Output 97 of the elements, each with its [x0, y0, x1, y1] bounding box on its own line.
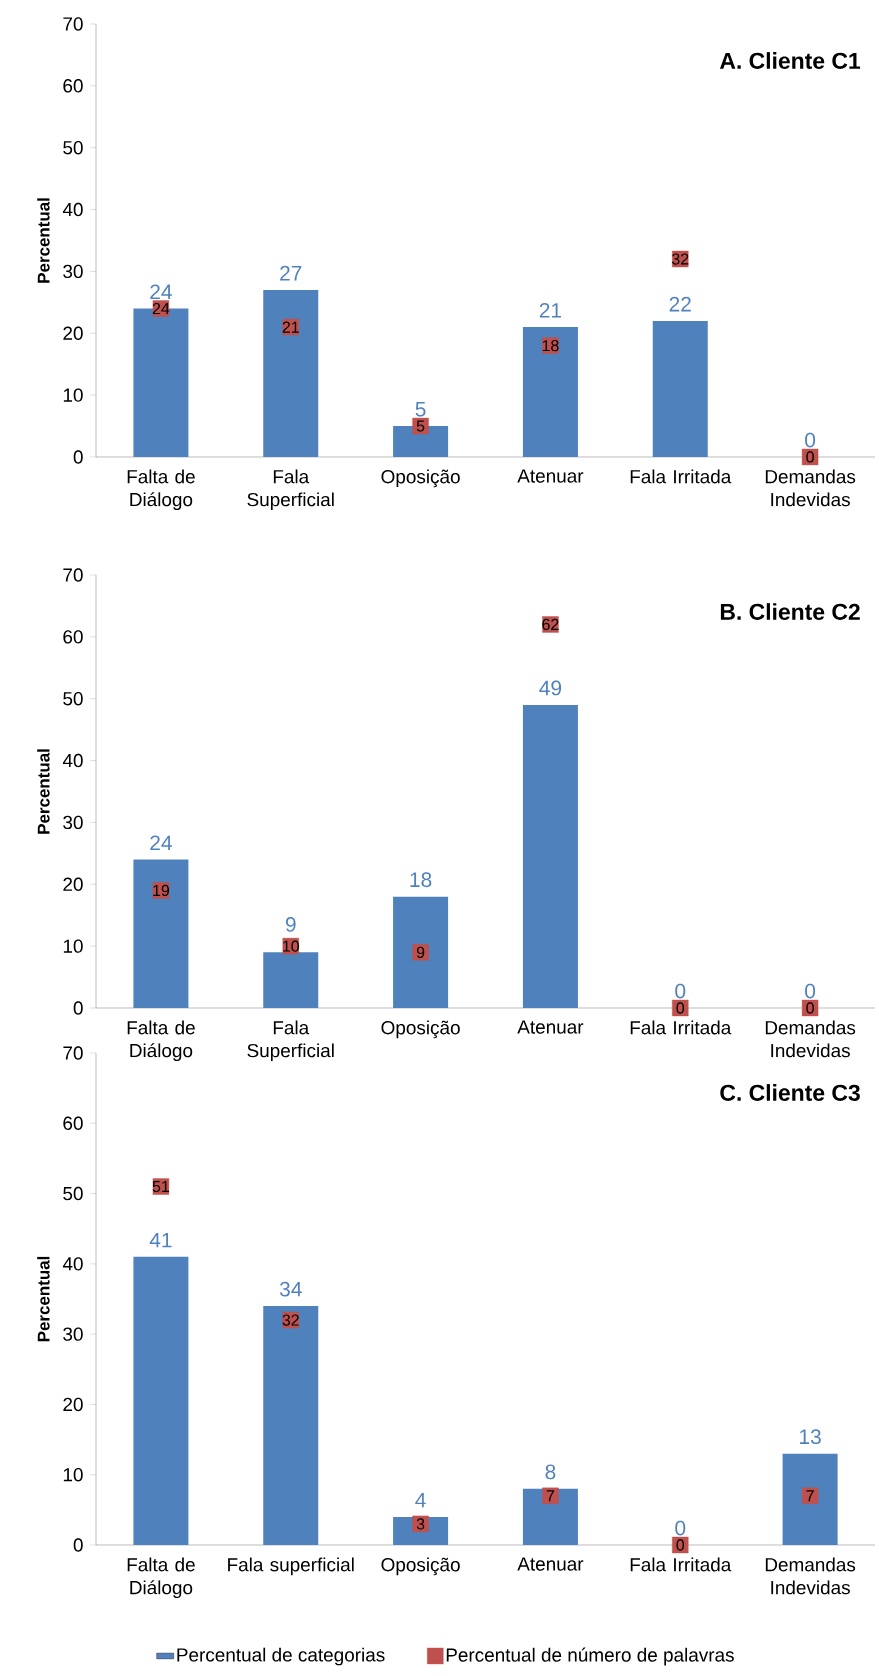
bar: [263, 1306, 319, 1545]
data-label: 5: [415, 401, 426, 417]
x-tick-label: Demandas Indevidas: [765, 469, 856, 507]
data-label: 8: [545, 1464, 556, 1480]
data-label: 4: [415, 1492, 426, 1508]
data-label: 32: [282, 1314, 299, 1326]
data-label: 18: [410, 872, 432, 888]
data-label: 0: [676, 1002, 685, 1014]
y-tick-label: 0: [73, 1001, 83, 1015]
legend-label: Percentual de categorias: [177, 1647, 385, 1666]
y-tick-label: 50: [63, 1186, 83, 1201]
x-tick-label: Atenuar: [517, 1557, 584, 1571]
data-label: 19: [153, 884, 170, 897]
y-tick-label: 20: [63, 326, 83, 340]
y-tick-label: 10: [63, 388, 83, 402]
y-tick-label: 10: [63, 939, 83, 953]
x-tick-label: Fala Superficial: [247, 469, 334, 511]
data-label: 0: [805, 432, 816, 448]
bar: [522, 1488, 578, 1545]
x-tick-label: Atenuar: [517, 1020, 584, 1034]
data-label: 0: [806, 451, 814, 463]
data-label: 24: [152, 302, 170, 315]
bar: [263, 952, 319, 1008]
y-tick-label: 50: [63, 140, 83, 155]
y-tick-label: 0: [73, 450, 83, 464]
x-tick-label: Oposição: [381, 469, 460, 488]
data-label: 9: [285, 916, 296, 932]
data-label: 21: [539, 302, 562, 318]
y-tick-label: 70: [63, 1046, 83, 1060]
x-tick-label: Falta de Diálogo: [127, 469, 195, 511]
y-tick-label: 20: [63, 877, 83, 891]
y-tick-label: 30: [63, 815, 83, 830]
y-tick-label: 40: [62, 1257, 83, 1271]
y-tick-label: 10: [63, 1468, 83, 1482]
data-label: 22: [669, 296, 691, 312]
bar: [133, 1256, 189, 1545]
bar: [133, 859, 189, 1008]
data-label: 7: [806, 1490, 814, 1502]
bar: [782, 1453, 838, 1545]
data-label: 24: [150, 835, 172, 851]
data-label: 7: [546, 1490, 555, 1502]
bar: [652, 320, 708, 457]
data-label: 21: [282, 321, 299, 333]
x-tick-label: Fala superficial: [228, 1557, 354, 1576]
y-tick-label: 30: [63, 1327, 83, 1341]
data-label: 10: [283, 940, 299, 952]
y-tick-label: 70: [63, 568, 83, 582]
data-label: 49: [539, 680, 562, 696]
x-tick-label: Oposição: [381, 1020, 460, 1039]
y-tick-label: 60: [63, 630, 83, 644]
text: A. Cliente C1: [719, 52, 861, 69]
data-label: 0: [675, 1520, 686, 1536]
x-tick-label: Demandas Indevidas: [765, 1557, 856, 1595]
y-tick-label: 70: [63, 17, 83, 31]
data-label: 0: [805, 983, 816, 999]
data-label: 0: [676, 1539, 685, 1551]
data-label: 24: [150, 284, 172, 299]
bar: [263, 289, 319, 457]
y-tick-label: 20: [63, 1397, 83, 1412]
x-tick-label: Demandas Indevidas: [765, 1020, 856, 1058]
x-tick-label: Fala Superficial: [247, 1020, 334, 1062]
x-tick-label: Falta de Diálogo: [127, 1020, 195, 1062]
data-label: 13: [800, 1429, 821, 1445]
data-label: 62: [542, 618, 559, 631]
y-axis-title: Percentual: [37, 749, 50, 834]
y-tick-label: 50: [63, 691, 83, 706]
text: B. Cliente C2: [720, 603, 860, 620]
text: C. Cliente C3: [720, 1084, 860, 1101]
y-axis-title: Percentual: [37, 198, 50, 283]
x-tick-label: Falta de Diálogo: [127, 1557, 195, 1599]
data-label: 27: [280, 265, 302, 281]
y-tick-label: 40: [62, 753, 83, 768]
data-label: 51: [152, 1180, 169, 1193]
y-tick-label: 0: [73, 1538, 83, 1552]
y-axis-title: Percentual: [37, 1256, 50, 1342]
y-tick-label: 40: [62, 202, 83, 217]
data-label: 0: [806, 1002, 814, 1014]
data-label: 5: [416, 420, 425, 432]
bar: [522, 327, 578, 457]
y-tick-label: 60: [63, 79, 83, 93]
data-label: 34: [279, 1281, 302, 1297]
y-tick-label: 60: [63, 1116, 83, 1130]
x-tick-label: Fala Irritada: [630, 1020, 732, 1035]
y-tick-label: 30: [63, 264, 83, 279]
data-label: 0: [675, 983, 686, 999]
data-label: 3: [416, 1518, 425, 1530]
data-label: 41: [149, 1232, 172, 1248]
data-label: 32: [672, 253, 689, 265]
legend-label: Percentual de número de palavras: [446, 1647, 734, 1666]
x-tick-label: Fala Irritada: [630, 469, 732, 484]
x-tick-label: Oposição: [381, 1557, 460, 1576]
bar: [522, 704, 578, 1008]
x-tick-label: Fala Irritada: [630, 1557, 732, 1572]
bar: [393, 896, 449, 1008]
data-label: 9: [416, 946, 425, 958]
x-tick-label: Atenuar: [517, 469, 584, 483]
data-label: 18: [542, 339, 559, 352]
